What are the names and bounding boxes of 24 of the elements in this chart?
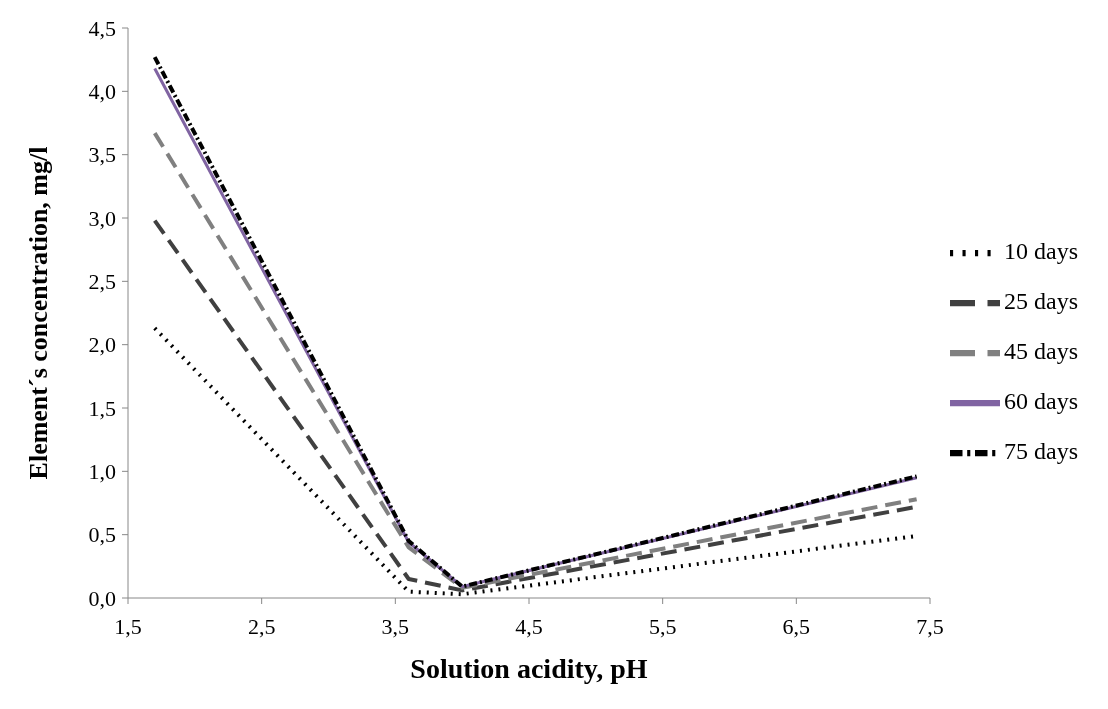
legend-label: 75 days xyxy=(1004,437,1078,464)
x-tick-label: 7,5 xyxy=(916,613,944,639)
y-tick-label: 4,0 xyxy=(88,79,116,105)
legend-label: 10 days xyxy=(1004,237,1078,264)
y-axis-title: Element´s concentration, mg/l xyxy=(24,146,54,480)
x-tick-label: 6,5 xyxy=(782,613,811,639)
y-tick-label: 2,5 xyxy=(88,269,116,295)
y-tick-label: 1,0 xyxy=(88,459,116,485)
y-tick-label: 3,0 xyxy=(88,205,116,231)
y-tick-label: 0,0 xyxy=(88,585,116,611)
x-axis-title: Solution acidity, pH xyxy=(410,653,648,684)
x-tick-label: 5,5 xyxy=(648,613,677,639)
y-tick-label: 2,0 xyxy=(88,332,116,358)
y-tick-label: 3,5 xyxy=(88,142,116,168)
legend-label: 25 days xyxy=(1004,287,1078,314)
x-tick-label: 2,5 xyxy=(247,613,276,639)
y-tick-label: 4,5 xyxy=(88,15,116,41)
y-tick-label: 1,5 xyxy=(88,395,116,421)
legend-label: 60 days xyxy=(1004,387,1078,414)
y-tick-label: 0,5 xyxy=(88,522,116,548)
legend-label: 45 days xyxy=(1004,337,1078,364)
x-tick-label: 4,5 xyxy=(515,613,543,639)
x-tick-label: 1,5 xyxy=(114,613,142,639)
x-tick-label: 3,5 xyxy=(381,613,410,639)
